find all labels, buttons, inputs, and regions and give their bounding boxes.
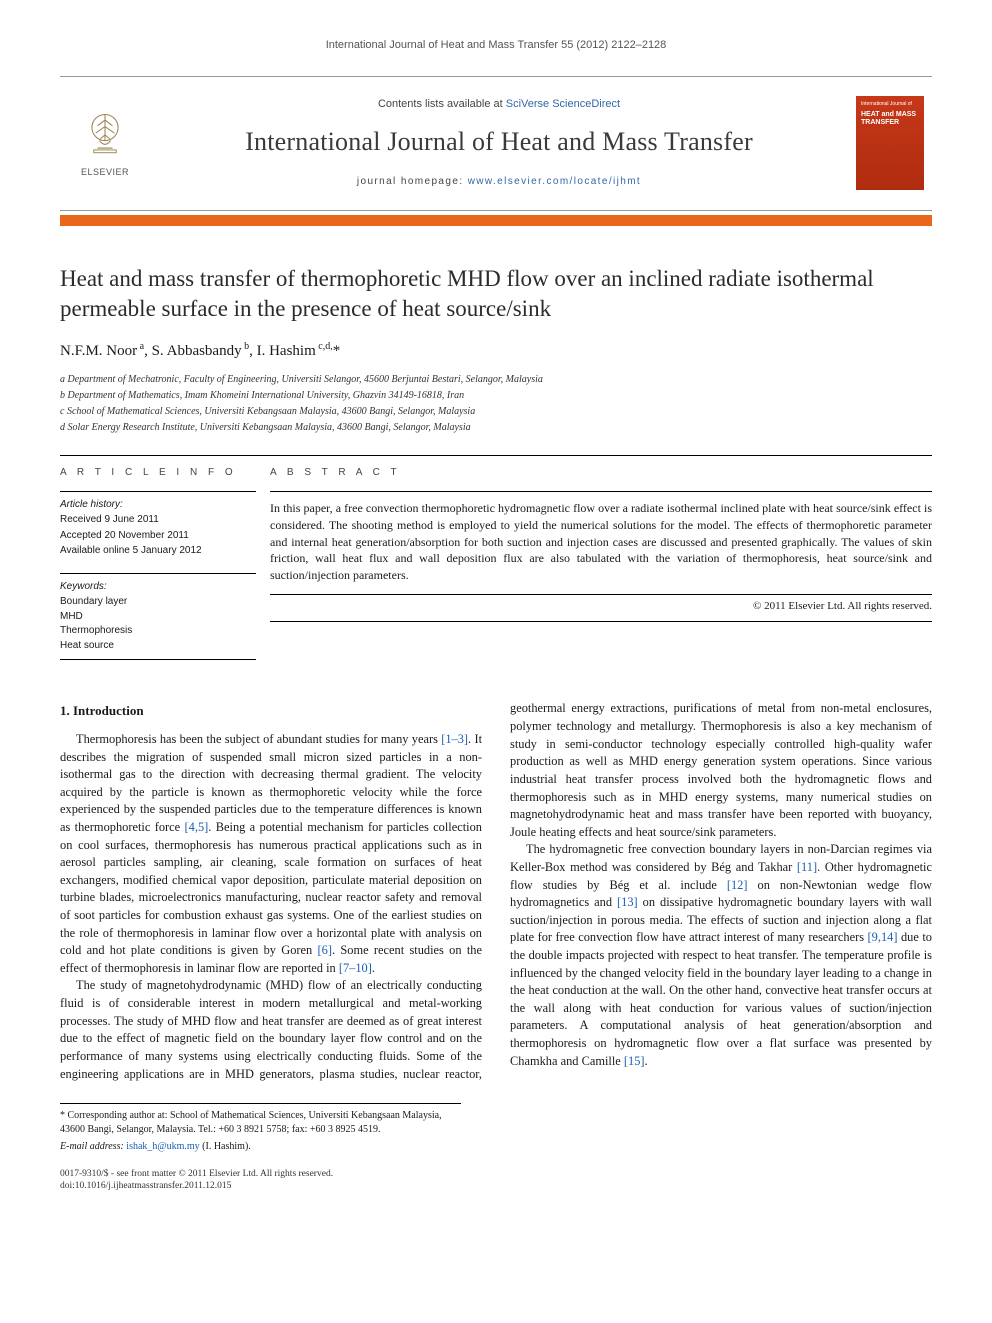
journal-banner: ELSEVIER Contents lists available at Sci… xyxy=(60,76,932,211)
keywords-label: Keywords: xyxy=(60,580,256,595)
ref-link[interactable]: [13] xyxy=(617,895,638,909)
abstract-text: In this paper, a free convection thermop… xyxy=(270,500,932,595)
ref-link[interactable]: [11] xyxy=(797,860,817,874)
affil-sup: b xyxy=(242,341,250,352)
cover-title: HEAT and MASS TRANSFER xyxy=(861,111,919,126)
info-abstract-row: A R T I C L E I N F O Article history: R… xyxy=(60,455,932,670)
affiliation: b Department of Mathematics, Imam Khomei… xyxy=(60,388,932,403)
ref-link[interactable]: [9,14] xyxy=(868,930,898,944)
elsevier-tree-icon xyxy=(77,107,133,163)
ref-link[interactable]: [4,5] xyxy=(185,820,209,834)
ref-link[interactable]: [12] xyxy=(727,878,748,892)
elsevier-label: ELSEVIER xyxy=(81,166,129,179)
author-1: N.F.M. Noor xyxy=(60,343,137,359)
bottom-meta: 0017-9310/$ - see front matter © 2011 El… xyxy=(60,1168,932,1193)
journal-name: International Journal of Heat and Mass T… xyxy=(160,123,838,161)
issn-line: 0017-9310/$ - see front matter © 2011 El… xyxy=(60,1168,932,1180)
affiliation: a Department of Mechatronic, Faculty of … xyxy=(60,372,932,387)
author-2: S. Abbasbandy xyxy=(152,343,242,359)
keyword: MHD xyxy=(60,610,256,625)
elsevier-logo: ELSEVIER xyxy=(60,77,150,210)
sciencedirect-link[interactable]: SciVerse ScienceDirect xyxy=(506,98,620,110)
footnotes: * Corresponding author at: School of Mat… xyxy=(60,1103,461,1154)
affiliation: c School of Mathematical Sciences, Unive… xyxy=(60,404,932,419)
keywords-block: Keywords: Boundary layer MHD Thermophore… xyxy=(60,573,256,661)
article-info-head: A R T I C L E I N F O xyxy=(60,466,256,481)
cover-thumbnail: International Journal of HEAT and MASS T… xyxy=(856,96,924,190)
keyword: Boundary layer xyxy=(60,595,256,610)
affil-sup: a xyxy=(137,341,144,352)
orange-bar xyxy=(60,215,932,226)
affiliations: a Department of Mechatronic, Faculty of … xyxy=(60,372,932,435)
affiliation: d Solar Energy Research Institute, Unive… xyxy=(60,420,932,435)
journal-homepage: journal homepage: www.elsevier.com/locat… xyxy=(160,175,838,190)
doi-line: doi:10.1016/j.ijheatmasstransfer.2011.12… xyxy=(60,1180,932,1192)
paragraph: Thermophoresis has been the subject of a… xyxy=(60,731,482,978)
authors: N.F.M. Noor a, S. Abbasbandy b, I. Hashi… xyxy=(60,340,932,363)
history-line: Received 9 June 2011 xyxy=(60,513,256,528)
history-line: Accepted 20 November 2011 xyxy=(60,529,256,544)
affil-sup: c,d, xyxy=(316,341,333,352)
contents-prefix: Contents lists available at xyxy=(378,98,506,110)
keyword: Thermophoresis xyxy=(60,624,256,639)
corresponding-author: * Corresponding author at: School of Mat… xyxy=(60,1109,461,1136)
ref-link[interactable]: [15] xyxy=(624,1054,645,1068)
history-line: Available online 5 January 2012 xyxy=(60,544,256,559)
running-head: International Journal of Heat and Mass T… xyxy=(60,38,932,54)
article-info: A R T I C L E I N F O Article history: R… xyxy=(60,456,270,670)
journal-cover: International Journal of HEAT and MASS T… xyxy=(848,77,932,210)
banner-center: Contents lists available at SciVerse Sci… xyxy=(150,77,848,210)
section-head: 1. Introduction xyxy=(60,702,482,720)
abstract-copyright: © 2011 Elsevier Ltd. All rights reserved… xyxy=(270,599,932,622)
history-label: Article history: xyxy=(60,498,256,513)
ref-link[interactable]: [1–3] xyxy=(441,732,468,746)
abstract-block: A B S T R A C T In this paper, a free co… xyxy=(270,456,932,670)
contents-line: Contents lists available at SciVerse Sci… xyxy=(160,97,838,113)
email-line: E-mail address: ishak_h@ukm.my (I. Hashi… xyxy=(60,1140,461,1154)
email-owner: (I. Hashim). xyxy=(202,1141,251,1152)
author-3: I. Hashim xyxy=(257,343,316,359)
ref-link[interactable]: [6] xyxy=(318,943,332,957)
article-title: Heat and mass transfer of thermophoretic… xyxy=(60,264,932,324)
cover-top: International Journal of xyxy=(861,102,919,108)
email-link[interactable]: ishak_h@ukm.my xyxy=(126,1141,199,1152)
paragraph: The hydromagnetic free convection bounda… xyxy=(510,841,932,1070)
ref-link[interactable]: [7–10] xyxy=(339,961,372,975)
corr-mark: * xyxy=(333,343,341,359)
body-columns: 1. Introduction Thermophoresis has been … xyxy=(60,700,932,1083)
abstract-head: A B S T R A C T xyxy=(270,466,932,481)
email-label: E-mail address: xyxy=(60,1141,124,1152)
homepage-url[interactable]: www.elsevier.com/locate/ijhmt xyxy=(468,176,641,187)
keyword: Heat source xyxy=(60,639,256,654)
homepage-prefix: journal homepage: xyxy=(357,176,468,187)
